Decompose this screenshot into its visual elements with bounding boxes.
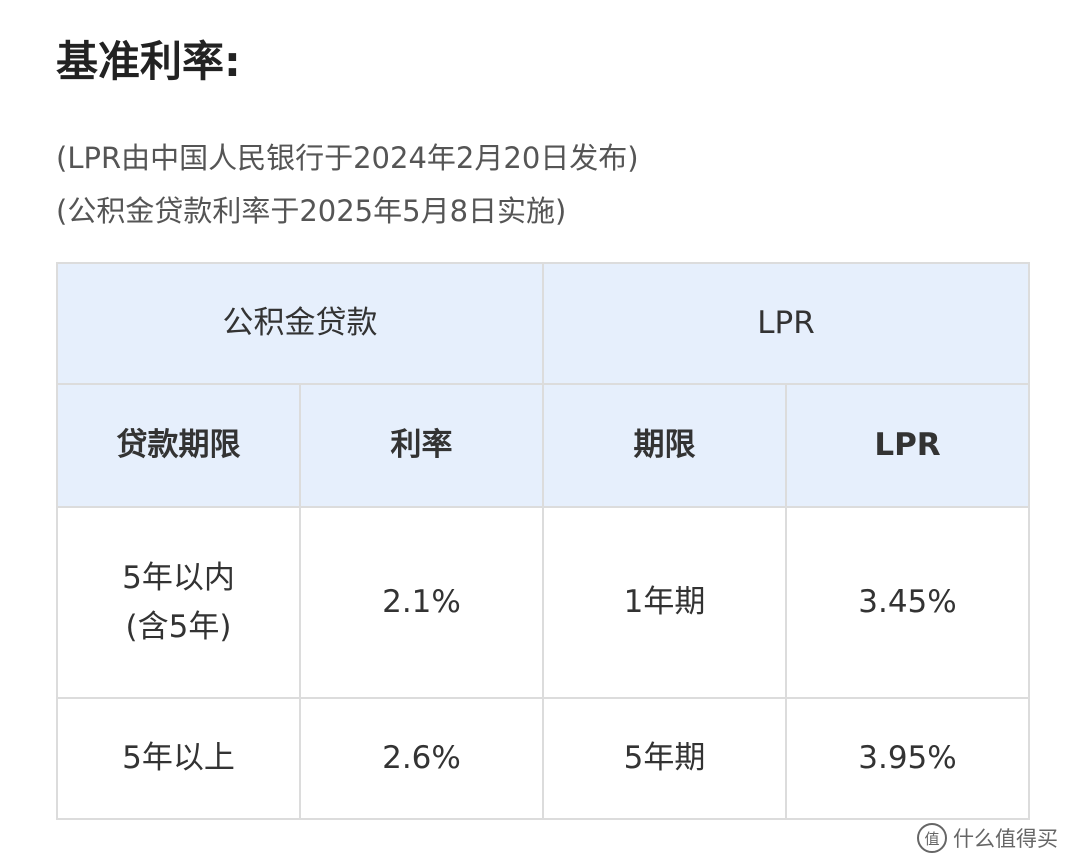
cell: 3.45% xyxy=(785,506,1030,699)
cell: 2.6% xyxy=(299,697,544,820)
cell: 2.1% xyxy=(299,506,544,699)
header-row: 贷款期限 利率 期限 LPR xyxy=(56,383,1030,508)
cell: 5年期 xyxy=(542,697,787,820)
group-header: 公积金贷款 xyxy=(56,262,544,385)
rate-table: 公积金贷款 LPR 贷款期限 利率 期限 LPR 5年以内 (含5年) 2.1%… xyxy=(56,262,1030,820)
cell: 1年期 xyxy=(542,506,787,699)
watermark-text: 什么值得买 xyxy=(953,827,1058,851)
row: 5年以内 (含5年) 2.1% 1年期 3.45% xyxy=(56,506,1030,699)
note: (公积金贷款利率于2025年5月8日实施) xyxy=(56,194,567,228)
note: (LPR由中国人民银行于2024年2月20日发布) xyxy=(56,141,639,175)
title: 基准利率: xyxy=(56,37,241,86)
column-header: 期限 xyxy=(542,383,787,508)
column-header: 利率 xyxy=(299,383,544,508)
cell: 5年以上 xyxy=(56,697,301,820)
cell: 5年以内 (含5年) xyxy=(56,506,301,699)
column-header: LPR xyxy=(785,383,1030,508)
row: 5年以上 2.6% 5年期 3.95% xyxy=(56,697,1030,820)
watermark: 值 什么值得买 xyxy=(917,823,1058,853)
cell: 3.95% xyxy=(785,697,1030,820)
group-row: 公积金贷款 LPR xyxy=(56,262,1030,385)
group-header: LPR xyxy=(542,262,1030,385)
watermark-logo: 值 xyxy=(917,823,947,853)
column-header: 贷款期限 xyxy=(56,383,301,508)
